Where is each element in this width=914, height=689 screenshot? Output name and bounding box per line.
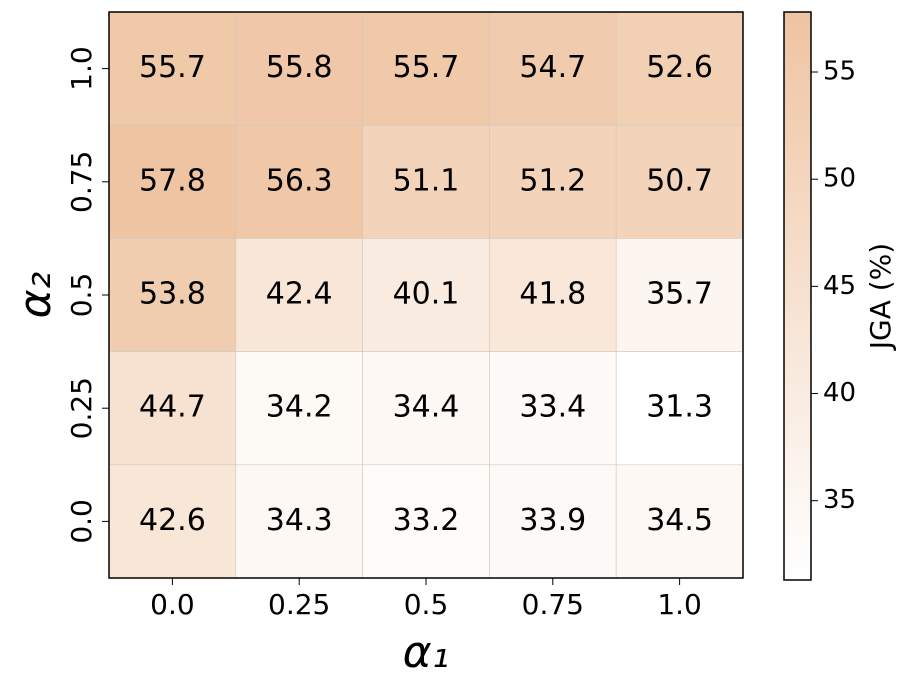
cell-label: 56.3	[266, 163, 333, 198]
cell-label: 31.3	[646, 390, 713, 425]
colorbar-label: JGA (%)	[864, 243, 897, 351]
cell	[489, 351, 617, 466]
cell-label: 57.8	[139, 163, 206, 198]
y-tick-label: 0.75	[65, 151, 98, 213]
x-tick-label: 0.5	[404, 588, 449, 621]
cell-label: 34.3	[266, 503, 333, 538]
x-tick-label: 1.0	[657, 588, 702, 621]
cell-label: 34.4	[393, 390, 460, 425]
cell-label: 41.8	[519, 277, 586, 312]
cell-label: 33.2	[393, 503, 460, 538]
cell	[108, 11, 237, 126]
x-axis-label: α₁	[403, 627, 450, 678]
cell-label: 44.7	[139, 390, 206, 425]
cell-label: 53.8	[139, 277, 206, 312]
x-tick-label: 0.75	[522, 588, 584, 621]
cell	[235, 11, 363, 126]
cell-label: 33.4	[519, 390, 586, 425]
cell-label: 42.4	[266, 277, 333, 312]
y-axis-label: α₂	[10, 272, 61, 319]
cell	[235, 464, 363, 579]
cell	[362, 464, 490, 579]
y-tick-label: 0.0	[65, 499, 98, 544]
cell	[489, 238, 617, 352]
cell-label: 50.7	[646, 163, 713, 198]
x-tick-label: 0.25	[268, 588, 330, 621]
cell-label: 55.7	[139, 50, 206, 85]
cell	[108, 124, 237, 239]
y-tick-label: 0.5	[65, 273, 98, 318]
cell-label: 55.8	[266, 50, 333, 85]
cell-label: 35.7	[646, 277, 713, 312]
cell-label: 51.1	[393, 163, 460, 198]
colorbar-tick-label: 35	[823, 485, 856, 515]
colorbar-tick-label: 40	[823, 378, 856, 408]
colorbar-tick-label: 45	[823, 271, 856, 301]
cell-label: 40.1	[393, 277, 460, 312]
cell	[362, 124, 490, 239]
cell	[108, 464, 237, 579]
cell	[615, 464, 744, 579]
cell-label: 33.9	[519, 503, 586, 538]
cell	[362, 238, 490, 352]
y-tick-label: 1.0	[65, 46, 98, 91]
cell-label: 42.6	[139, 503, 206, 538]
cell	[615, 11, 744, 126]
cell	[362, 351, 490, 466]
cell-label: 51.2	[519, 163, 586, 198]
cell	[235, 351, 363, 466]
colorbar-tick-label: 50	[823, 164, 856, 194]
cell	[489, 11, 617, 126]
cell	[235, 238, 363, 352]
cell-label: 54.7	[519, 50, 586, 85]
cell	[235, 124, 363, 239]
cell-label: 55.7	[393, 50, 460, 85]
x-tick-label: 0.0	[150, 588, 195, 621]
colorbar-tick-label: 55	[823, 57, 856, 87]
colorbar	[783, 11, 812, 581]
cell	[615, 124, 744, 239]
y-tick-label: 0.25	[65, 377, 98, 439]
cell-label: 52.6	[646, 50, 713, 85]
cell-label: 34.2	[266, 390, 333, 425]
cell	[615, 238, 744, 352]
cell-label: 34.5	[646, 503, 713, 538]
cell	[615, 351, 744, 466]
